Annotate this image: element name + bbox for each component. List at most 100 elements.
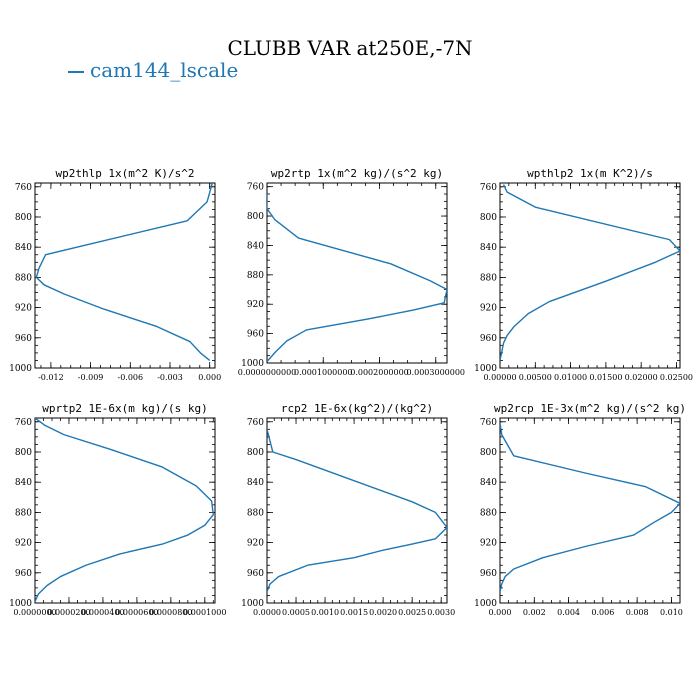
y-tick-label: 920 [247,539,264,549]
y-tick-label: 840 [247,478,264,488]
x-tick-label: 0.000 [198,373,221,382]
x-tick-label: 0.0005 [282,608,310,617]
x-tick-label: 0.02000 [625,373,658,382]
y-tick-label: 760 [15,183,32,193]
x-tick-label: 0.0025 [398,608,426,617]
y-tick-label: 960 [15,334,32,344]
y-tick-label: 760 [15,418,32,428]
y-tick-label: 880 [480,273,497,283]
y-tick-label: 960 [15,569,32,579]
y-tick-label: 920 [15,304,32,314]
x-tick-label: 0.0000200 [47,608,90,617]
y-tick-label: 1000 [474,364,497,374]
x-tick-label: -0.012 [38,373,64,382]
x-tick-label: 0.006 [591,608,614,617]
axis-frame [34,182,216,369]
series-line [500,184,680,361]
y-tick-label: 840 [480,243,497,253]
y-tick-label: 800 [247,448,264,458]
y-tick-label: 920 [480,304,497,314]
y-tick-label: 960 [247,330,264,340]
x-tick-label: 0.0000600 [115,608,158,617]
y-tick-label: 880 [247,271,264,281]
y-tick-label: 880 [15,273,32,283]
y-tick-label: 760 [247,418,264,428]
y-tick-label: 1000 [474,599,497,609]
y-tick-label: 800 [480,213,497,223]
x-tick-label: 0.00000 [483,373,516,382]
chart-panel-1: wp2thlp 1x(m^2 K)/s^2 760 800 840 880 920 960 1… [9,167,221,382]
x-tick-label: 0.0000800 [149,608,192,617]
chart-panel-6: wp2rcp 1E-3x(m^2 kg)/(s^2 kg) 760 800 840 88… [474,402,686,617]
x-tick-label: 0.01000 [554,373,587,382]
y-tick-label: 760 [247,183,264,193]
y-tick-label: 960 [480,334,497,344]
x-tick-label: 0.01500 [589,373,622,382]
y-tick-label: 800 [480,448,497,458]
x-tick-label: 0.0000 [253,608,281,617]
axis-frame [266,417,448,604]
x-tick-label: 0.0020 [369,608,397,617]
series-line [267,194,447,362]
x-tick-label: 0.0001000 [183,608,226,617]
y-tick-label: 800 [247,212,264,222]
y-tick-label: 880 [480,508,497,518]
chart-title: rcp2 1E-6x(kg^2)/(kg^2) [281,402,433,415]
x-tick-label: 0.000 [489,608,512,617]
axis-frame [499,417,681,604]
chart-title: wp2rcp 1E-3x(m^2 kg)/(s^2 kg) [494,402,686,415]
y-tick-label: 840 [480,478,497,488]
x-tick-label: 0.0000000 [13,608,56,617]
legend-label: cam144_lscale [90,58,239,82]
x-tick-label: 0.004 [557,608,580,617]
y-tick-label: 840 [15,478,32,488]
x-tick-label: 0.008 [626,608,649,617]
x-tick-label: 0.02500 [660,373,693,382]
y-tick-label: 920 [15,539,32,549]
y-tick-label: 880 [247,508,264,518]
x-tick-label: -0.003 [157,373,183,382]
series-line [267,429,447,592]
axis-frame [266,182,448,364]
y-tick-label: 760 [480,418,497,428]
y-tick-label: 920 [480,539,497,549]
y-tick-label: 1000 [241,359,264,369]
x-tick-label: 0.0000000000 [238,368,297,377]
chart-title: wprtp2 1E-6x(m kg)/(s kg) [42,402,208,415]
chart-title: wpthlp2 1x(m K^2)/s [527,167,653,180]
y-tick-label: 800 [15,448,32,458]
chart-panel-2: wp2rtp 1x(m^2 kg)/(s^2 kg) 760 800 840 880 92… [238,167,465,377]
legend: cam144_lscale [68,58,238,82]
x-tick-label: -0.009 [78,373,104,382]
chart-title: wp2thlp 1x(m^2 K)/s^2 [55,167,194,180]
y-tick-label: 1000 [9,364,32,374]
chart-panel-3: wpthlp2 1x(m K^2)/s 760 800 840 880 920 960 100… [474,167,693,382]
page-title: CLUBB VAR at250E,-7N [227,36,473,60]
chart-panel-5: rcp2 1E-6x(kg^2)/(kg^2) 760 800 840 880 920 96… [241,402,455,617]
x-tick-label: 0.0003000000 [406,368,465,377]
y-tick-label: 1000 [9,599,32,609]
x-tick-label: 0.002 [523,608,546,617]
x-tick-label: 0.0000400 [81,608,124,617]
y-tick-label: 760 [480,183,497,193]
y-tick-label: 960 [247,569,264,579]
x-tick-label: 0.0010 [311,608,339,617]
y-tick-label: 800 [15,213,32,223]
series-line [35,418,215,602]
y-tick-label: 920 [247,300,264,310]
chart-title: wp2rtp 1x(m^2 kg)/(s^2 kg) [271,167,443,180]
x-tick-label: 0.010 [660,608,683,617]
x-tick-label: -0.006 [117,373,143,382]
series-line [35,183,214,361]
x-tick-label: 0.00500 [519,373,552,382]
x-tick-label: 0.0030 [427,608,455,617]
y-tick-label: 880 [15,508,32,518]
y-tick-label: 840 [15,243,32,253]
y-tick-label: 1000 [241,599,264,609]
axis-frame [499,182,681,369]
legend-swatch [68,70,84,73]
axis-frame [34,417,216,604]
y-tick-label: 840 [247,241,264,251]
chart-panel-4: wprtp2 1E-6x(m kg)/(s kg) 760 800 840 880 920… [9,402,226,617]
